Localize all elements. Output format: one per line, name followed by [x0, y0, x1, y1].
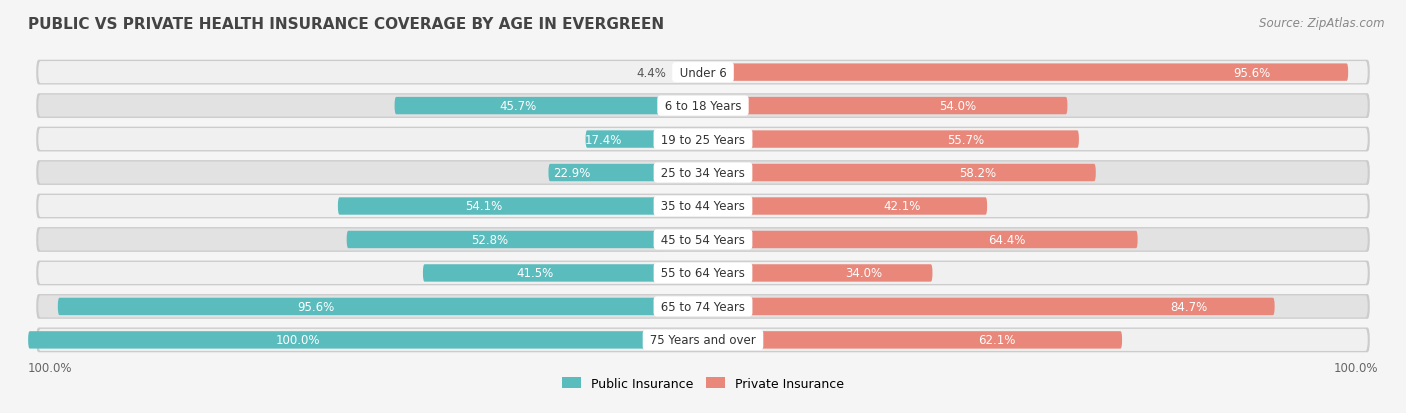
FancyBboxPatch shape — [703, 231, 1137, 249]
FancyBboxPatch shape — [703, 198, 987, 215]
Text: 17.4%: 17.4% — [585, 133, 621, 146]
Text: 45.7%: 45.7% — [499, 100, 537, 113]
FancyBboxPatch shape — [337, 198, 703, 215]
Text: 64.4%: 64.4% — [988, 233, 1026, 247]
Text: 41.5%: 41.5% — [516, 267, 554, 280]
Text: 100.0%: 100.0% — [276, 334, 321, 347]
Text: 58.2%: 58.2% — [959, 166, 997, 180]
FancyBboxPatch shape — [703, 331, 1122, 349]
FancyBboxPatch shape — [585, 131, 703, 148]
Text: 22.9%: 22.9% — [553, 166, 591, 180]
FancyBboxPatch shape — [38, 296, 1368, 318]
FancyBboxPatch shape — [673, 64, 703, 82]
Text: 95.6%: 95.6% — [297, 300, 335, 313]
FancyBboxPatch shape — [37, 194, 1369, 219]
Text: 34.0%: 34.0% — [845, 267, 882, 280]
Text: 62.1%: 62.1% — [977, 334, 1015, 347]
Text: Under 6: Under 6 — [676, 66, 730, 79]
FancyBboxPatch shape — [38, 162, 1368, 184]
Legend: Public Insurance, Private Insurance: Public Insurance, Private Insurance — [557, 372, 849, 395]
FancyBboxPatch shape — [38, 195, 1368, 218]
FancyBboxPatch shape — [28, 331, 703, 349]
FancyBboxPatch shape — [703, 265, 932, 282]
Text: 25 to 34 Years: 25 to 34 Years — [657, 166, 749, 180]
FancyBboxPatch shape — [347, 231, 703, 249]
Text: 95.6%: 95.6% — [1233, 66, 1270, 79]
FancyBboxPatch shape — [37, 294, 1369, 319]
Text: 52.8%: 52.8% — [471, 233, 508, 247]
Text: 55 to 64 Years: 55 to 64 Years — [657, 267, 749, 280]
FancyBboxPatch shape — [37, 61, 1369, 85]
FancyBboxPatch shape — [58, 298, 703, 316]
Text: 6 to 18 Years: 6 to 18 Years — [661, 100, 745, 113]
FancyBboxPatch shape — [38, 95, 1368, 117]
Text: 42.1%: 42.1% — [883, 200, 921, 213]
FancyBboxPatch shape — [38, 62, 1368, 84]
Text: 100.0%: 100.0% — [1333, 361, 1378, 374]
FancyBboxPatch shape — [38, 329, 1368, 351]
FancyBboxPatch shape — [37, 228, 1369, 252]
Text: 100.0%: 100.0% — [28, 361, 73, 374]
FancyBboxPatch shape — [703, 97, 1067, 115]
Text: 4.4%: 4.4% — [637, 66, 666, 79]
FancyBboxPatch shape — [423, 265, 703, 282]
FancyBboxPatch shape — [395, 97, 703, 115]
FancyBboxPatch shape — [38, 262, 1368, 284]
Text: 19 to 25 Years: 19 to 25 Years — [657, 133, 749, 146]
FancyBboxPatch shape — [703, 131, 1078, 148]
Text: Source: ZipAtlas.com: Source: ZipAtlas.com — [1260, 17, 1385, 29]
Text: 45 to 54 Years: 45 to 54 Years — [657, 233, 749, 247]
Text: 84.7%: 84.7% — [1170, 300, 1208, 313]
FancyBboxPatch shape — [703, 164, 1095, 182]
FancyBboxPatch shape — [37, 94, 1369, 119]
Text: 55.7%: 55.7% — [948, 133, 984, 146]
FancyBboxPatch shape — [703, 298, 1275, 316]
Text: 54.1%: 54.1% — [465, 200, 502, 213]
FancyBboxPatch shape — [38, 129, 1368, 151]
Text: 35 to 44 Years: 35 to 44 Years — [657, 200, 749, 213]
FancyBboxPatch shape — [37, 328, 1369, 352]
FancyBboxPatch shape — [37, 161, 1369, 185]
FancyBboxPatch shape — [37, 261, 1369, 286]
Text: PUBLIC VS PRIVATE HEALTH INSURANCE COVERAGE BY AGE IN EVERGREEN: PUBLIC VS PRIVATE HEALTH INSURANCE COVER… — [28, 17, 664, 31]
FancyBboxPatch shape — [703, 64, 1348, 82]
Text: 54.0%: 54.0% — [939, 100, 977, 113]
Text: 75 Years and over: 75 Years and over — [647, 334, 759, 347]
FancyBboxPatch shape — [37, 127, 1369, 152]
FancyBboxPatch shape — [38, 229, 1368, 251]
FancyBboxPatch shape — [548, 164, 703, 182]
Text: 65 to 74 Years: 65 to 74 Years — [657, 300, 749, 313]
